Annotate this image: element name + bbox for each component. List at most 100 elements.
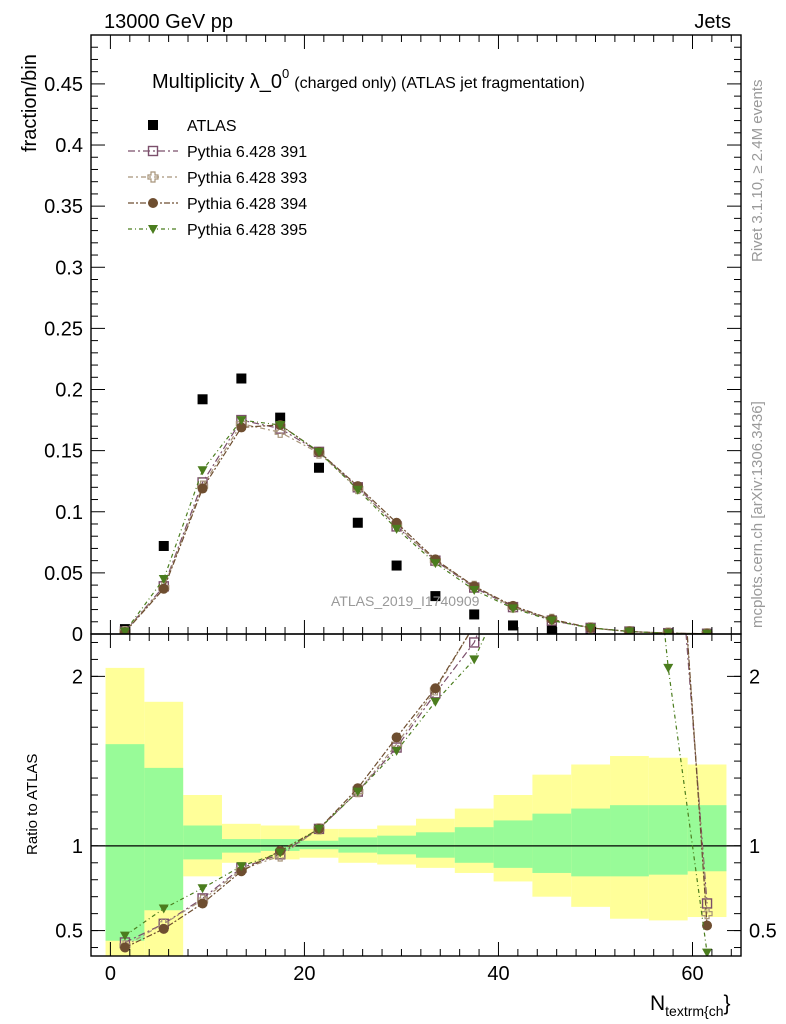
point-s0-9 (469, 609, 480, 620)
point-s0-4 (275, 412, 286, 423)
x-label-main: N (650, 992, 665, 1015)
ratio-point-s3-14 (663, 663, 674, 673)
ratio-y-tick-label: 1 (72, 836, 83, 858)
ratio-uncertainty-bands (91, 667, 741, 956)
title-suffix: (charged only) (ATLAS jet fragmentation) (294, 75, 585, 92)
ratio-point-s2-1 (158, 923, 169, 934)
ratio-point-s3-4 (275, 848, 286, 858)
y-tick-label: 0 (72, 624, 83, 646)
ratio-point-s3-12 (586, 367, 596, 376)
top-plot-area (119, 373, 713, 634)
legend-label-0: ATLAS (187, 118, 237, 135)
point-s4-9 (469, 585, 480, 595)
point-s4-11 (546, 616, 557, 626)
legend-label-2: Pythia 6.428 393 (187, 170, 307, 187)
point-s4-3 (236, 416, 247, 426)
ratio-point-s0-13 (625, 248, 634, 257)
point-s0-8 (430, 591, 441, 602)
point-s3-1 (158, 583, 169, 594)
inner-band-15 (687, 805, 727, 872)
y-tick-label: 0.25 (44, 318, 83, 340)
point-s4-2 (197, 466, 208, 476)
ratio-point-s3-9 (469, 655, 480, 665)
inner-band-8 (416, 832, 455, 858)
point-s0-6 (352, 517, 363, 528)
point-s4-0 (119, 627, 130, 634)
legend-marker-0 (148, 120, 158, 130)
point-s4-6 (352, 485, 363, 495)
y-axis-label: fraction/bin (19, 54, 41, 152)
ratio-point-s0-10 (509, 536, 518, 545)
y-tick-label: 0.4 (55, 135, 83, 157)
y-tick-label: 0.35 (44, 196, 83, 218)
point-s0-2 (197, 394, 208, 405)
series-line-3 (124, 424, 708, 634)
point-s0-10 (508, 620, 519, 631)
point-s4-12 (585, 623, 596, 633)
point-s4-8 (430, 559, 441, 569)
ratio-line-3 (124, 634, 708, 953)
mcplots-label: mcplots.cern.ch [arXiv:1306.3436] (749, 401, 766, 628)
point-s4-10 (508, 604, 519, 614)
ratio-point-s1-13 (624, 231, 634, 241)
legend-label-4: Pythia 6.428 395 (187, 222, 307, 239)
y-tick-label: 0.45 (44, 74, 83, 96)
inner-band-9 (454, 827, 494, 863)
y-tick-label: 0.2 (55, 380, 83, 402)
inner-band-2 (183, 825, 222, 860)
point-s2-4 (274, 426, 286, 438)
point-s0-3 (236, 373, 247, 384)
ratio-point-s2-2 (197, 898, 208, 909)
ratio-y-tick-label-right: 1 (749, 836, 760, 858)
ratio-point-s2-15 (702, 920, 713, 931)
ratio-point-s3-3 (236, 862, 247, 872)
ratio-point-s1-12 (586, 315, 596, 325)
inner-band-10 (493, 820, 533, 868)
inner-band-6 (338, 837, 378, 853)
ratio-point-s3-10 (508, 571, 518, 580)
ratio-y-tick-label: 2 (72, 666, 83, 688)
ratio-point-s0-9 (469, 637, 480, 648)
legend-marker-1 (147, 145, 159, 157)
plot-title: Multiplicity λ_00 (charged only) (ATLAS j… (152, 66, 585, 93)
ratio-point-s3-0 (119, 931, 130, 941)
legend-marker-3 (148, 198, 158, 208)
inner-band-5 (299, 840, 339, 850)
legend: ATLAS Pythia 6.428 391 Pythia 6.428 393 Pyt… (128, 118, 307, 239)
x-tick-label: 40 (487, 963, 509, 985)
y-tick-label: 0.05 (44, 563, 83, 585)
ratio-point-s2-3 (236, 866, 247, 877)
energy-label: 13000 GeV pp (104, 11, 233, 33)
ratio-point-s0-15 (701, 898, 713, 909)
point-s0-1 (158, 540, 169, 551)
point-s4-15 (702, 629, 713, 634)
inner-band-7 (377, 835, 416, 855)
inner-band-11 (532, 813, 572, 873)
point-s3-3 (236, 422, 247, 433)
series-line-2 (124, 423, 708, 634)
x-tick-label: 0 (105, 963, 116, 985)
rivet-label: Rivet 3.1.10, ≥ 2.4M events (749, 80, 766, 263)
title-superscript: 0 (282, 66, 289, 81)
legend-label-1: Pythia 6.428 391 (187, 144, 307, 161)
point-s0-5 (313, 462, 324, 473)
x-label-sub: textrm{ch (665, 1003, 723, 1019)
point-s4-5 (313, 447, 324, 457)
y-tick-label: 0.15 (44, 441, 83, 463)
ratio-point-s3-15 (702, 948, 713, 956)
x-axis-label: Ntextrm{ch} (650, 992, 731, 1019)
x-tick-label: 60 (681, 963, 703, 985)
y-tick-label: 0.1 (55, 502, 83, 524)
inner-band-1 (144, 767, 184, 911)
analysis-watermark: ATLAS_2019_I1740909 (331, 593, 480, 609)
ratio-y-tick-label-right: 2 (749, 666, 760, 688)
ratio-point-s1-11 (547, 417, 557, 427)
axis-ticks: 00.050.10.150.20.250.30.350.40.450 20 40 60… (44, 35, 777, 985)
title-main: Multiplicity λ_0 (152, 71, 282, 93)
ratio-point-s3-11 (547, 469, 557, 478)
ratio-point-s2-8 (430, 683, 441, 694)
ratio-point-s0-12 (586, 333, 595, 342)
ratio-y-tick-label: 0.5 (55, 921, 83, 943)
ratio-y-axis-label: Ratio to ATLAS (24, 754, 41, 855)
